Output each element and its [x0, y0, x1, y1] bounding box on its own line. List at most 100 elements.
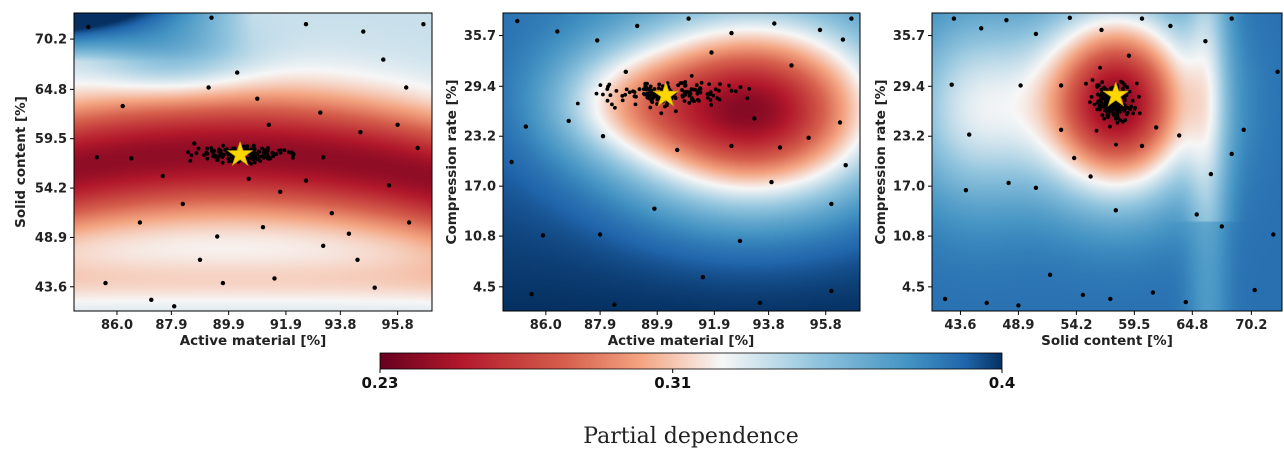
cluster-point	[1133, 105, 1137, 110]
cluster-point	[680, 93, 685, 98]
sample-point	[597, 232, 603, 237]
cluster-point	[1103, 108, 1107, 113]
sample-point	[686, 16, 691, 21]
cluster-point	[252, 160, 257, 165]
cluster-point	[202, 153, 206, 158]
cluster-point	[643, 84, 648, 88]
sample-point	[1154, 125, 1159, 130]
sample-point	[769, 179, 774, 185]
sample-point	[355, 257, 360, 262]
sample-point	[1099, 27, 1104, 33]
cluster-point	[1088, 100, 1092, 105]
sample-point	[675, 147, 680, 153]
cluster-point	[1137, 94, 1141, 99]
y-tick-labels-1: 43.6 48.9 54.2 59.5 64.8 70.2	[35, 33, 74, 295]
sample-point	[595, 38, 600, 43]
sample-point	[555, 29, 560, 34]
cluster-point	[659, 111, 664, 116]
cluster-point	[620, 94, 625, 98]
cluster-point	[1137, 111, 1142, 116]
cluster-point	[209, 149, 214, 153]
sample-point	[303, 22, 309, 27]
cluster-point	[1103, 103, 1108, 107]
sample-point	[318, 110, 323, 115]
y-tick-label: 23.2	[893, 130, 925, 145]
sample-point	[1229, 16, 1234, 21]
cluster-point	[1111, 104, 1115, 109]
cluster-point	[695, 89, 700, 94]
sample-point	[789, 63, 794, 68]
sample-point	[837, 120, 843, 125]
x-tick-labels-3: 43.6 48.9 54.2 59.5 64.8 70.2	[944, 311, 1267, 333]
cluster-point	[188, 159, 193, 163]
sample-point	[1004, 18, 1009, 23]
cluster-point	[687, 101, 692, 105]
cluster-point	[747, 86, 752, 91]
cluster-point	[711, 93, 716, 98]
cluster-point	[673, 95, 677, 100]
cluster-point	[1127, 89, 1132, 94]
sample-point	[103, 280, 108, 286]
heatmap-surface-3	[932, 13, 1282, 311]
plot-frame-1	[73, 12, 433, 312]
cluster-point	[260, 146, 264, 151]
cluster-point	[220, 160, 225, 165]
sample-point	[1271, 232, 1276, 237]
cluster-point	[694, 83, 699, 88]
sample-point	[1168, 23, 1173, 29]
sample-point	[979, 26, 984, 31]
cluster-point	[1115, 120, 1120, 125]
x-tick-label: 54.2	[1060, 318, 1092, 333]
x-tick-label: 93.8	[324, 318, 356, 333]
cluster-point	[649, 91, 654, 96]
cluster-point	[205, 146, 210, 151]
cluster-point	[641, 87, 646, 92]
cluster-point	[713, 87, 718, 92]
cluster-point	[685, 89, 690, 94]
x-tick-label: 86.0	[530, 318, 562, 333]
cluster-point	[699, 80, 704, 85]
sample-point	[386, 183, 392, 188]
cluster-point	[705, 92, 710, 96]
x-tick-label: 64.8	[1176, 318, 1208, 333]
cluster-point	[715, 96, 720, 101]
sample-point	[172, 304, 177, 309]
cluster-point	[221, 143, 226, 148]
cluster-point	[1115, 110, 1119, 115]
cluster-point	[270, 151, 275, 155]
cluster-point	[642, 92, 647, 97]
sample-point	[1177, 133, 1182, 138]
sample-point	[206, 85, 211, 90]
sample-point	[1047, 272, 1053, 277]
sample-point	[329, 211, 334, 216]
sample-point	[395, 122, 400, 128]
sample-point	[777, 145, 783, 150]
sample-point	[1088, 174, 1093, 179]
sample-point	[272, 276, 277, 281]
sample-point	[372, 285, 377, 290]
cluster-point	[1116, 116, 1120, 120]
cluster-point	[1099, 87, 1104, 92]
cluster-point	[1095, 83, 1100, 88]
cluster-point	[274, 152, 279, 157]
cluster-point	[1097, 107, 1102, 112]
sample-point	[1252, 287, 1257, 293]
cluster-point	[655, 102, 659, 106]
sample-point	[1194, 212, 1199, 217]
cluster-point	[263, 150, 268, 155]
sample-point	[1150, 290, 1156, 295]
cluster-point	[648, 84, 653, 89]
y-tick-labels-3: 4.5 10.8 17.0 23.2 29.4 35.7	[893, 29, 932, 295]
cluster-point	[634, 94, 638, 99]
sample-point	[1006, 180, 1011, 186]
x-tick-label: 43.6	[944, 318, 976, 333]
cluster-point	[209, 146, 214, 151]
y-tick-label: 43.6	[35, 280, 67, 295]
sample-point	[137, 220, 143, 225]
cluster-point	[690, 98, 694, 103]
heatmap-panel-2: 86.0 87.9 89.9 91.9 93.8 95.8 4.5 10.8 17.0 23.2…	[444, 12, 861, 349]
cluster-point	[260, 154, 264, 159]
cluster-point	[227, 159, 231, 164]
sample-point	[729, 30, 734, 36]
y-tick-label: 4.5	[473, 280, 496, 295]
